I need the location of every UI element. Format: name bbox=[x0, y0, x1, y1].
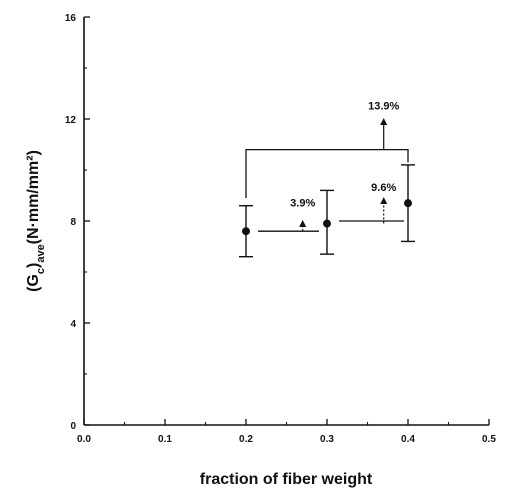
x-tick-label: 0.5 bbox=[482, 434, 496, 445]
percent-label: 9.6% bbox=[371, 182, 396, 194]
comparison-brackets bbox=[245, 148, 409, 232]
y-tick-label: 12 bbox=[65, 115, 77, 126]
data-point bbox=[242, 227, 250, 236]
x-tick-label: 0.0 bbox=[77, 434, 91, 445]
percent-label: 3.9% bbox=[290, 197, 315, 209]
y-tick-label: 4 bbox=[70, 319, 76, 330]
data-point bbox=[323, 219, 331, 228]
ticks bbox=[83, 16, 490, 426]
error-bars bbox=[239, 164, 415, 258]
x-axis-title: fraction of fiber weight bbox=[200, 471, 373, 488]
percent-arrow-head bbox=[299, 220, 307, 227]
data-points bbox=[242, 199, 412, 236]
percent-label: 13.9% bbox=[368, 100, 399, 112]
x-tick-label: 0.1 bbox=[158, 434, 172, 445]
x-tick-label: 0.2 bbox=[239, 434, 253, 445]
axes bbox=[83, 17, 489, 426]
y-tick-label: 8 bbox=[70, 217, 76, 228]
percent-labels: 3.9% 9.6% 13.9% bbox=[290, 100, 400, 232]
y-tick-label: 16 bbox=[65, 13, 77, 24]
data-point bbox=[404, 199, 412, 208]
percent-arrow-head bbox=[380, 118, 388, 125]
percent-arrow-head bbox=[380, 197, 388, 205]
bracket-0.2-0.4 bbox=[245, 148, 409, 199]
tick-labels: 0.0 0.1 0.2 0.3 0.4 0.5 0 4 8 12 16 bbox=[65, 13, 497, 445]
x-tick-label: 0.4 bbox=[401, 434, 415, 445]
y-tick-label: 0 bbox=[70, 421, 76, 432]
y-axis-title: (Gc)ave(N·mm/mm²) bbox=[25, 150, 47, 292]
x-tick-label: 0.3 bbox=[320, 434, 334, 445]
